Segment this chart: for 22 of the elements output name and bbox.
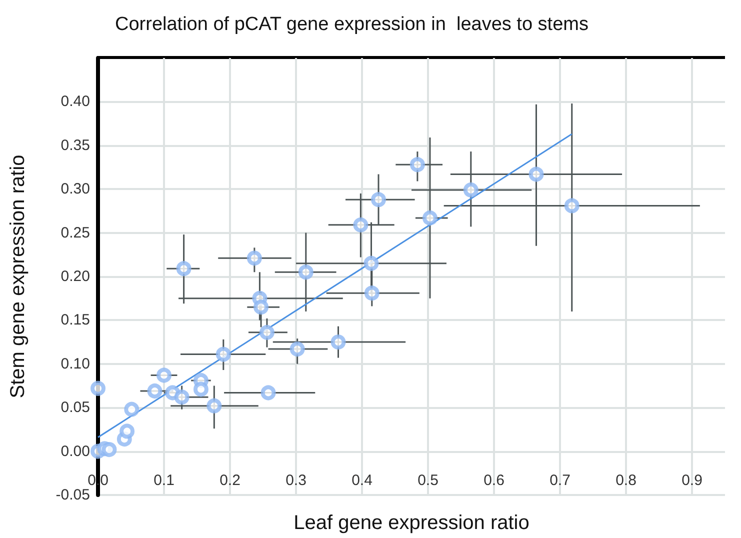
y-tick-label: 0.00 [60, 442, 90, 460]
y-axis-title: Stem gene expression ratio [7, 154, 29, 398]
y-tick-label: 0.35 [60, 136, 90, 154]
x-tick-label: 0.3 [286, 472, 306, 489]
x-tick-label: 0.8 [616, 472, 636, 489]
y-tick-label: 0.40 [60, 93, 90, 110]
y-tick-label: 0.30 [60, 180, 90, 198]
y-tick-label: 0.05 [60, 399, 90, 416]
y-tick-label: -0.05 [56, 486, 90, 504]
x-tick-label: 0.7 [550, 472, 570, 489]
x-axis-title: Leaf gene expression ratio [294, 512, 530, 534]
x-tick-label: 0.9 [682, 472, 702, 489]
x-tick-label: 0.1 [154, 472, 174, 489]
chart-title: Correlation of pCAT gene expression in leaves to stems [115, 14, 588, 35]
x-tick-label: 0.2 [220, 472, 240, 489]
y-tick-label: 0.20 [60, 268, 90, 285]
y-tick-label: 0.25 [60, 224, 90, 242]
y-tick-label: 0.15 [60, 312, 90, 329]
x-tick-label: 0.6 [484, 472, 504, 489]
x-tick-label: 0.5 [418, 472, 438, 489]
y-tick-label: 0.10 [60, 355, 90, 372]
x-tick-label: 0.4 [352, 472, 372, 489]
